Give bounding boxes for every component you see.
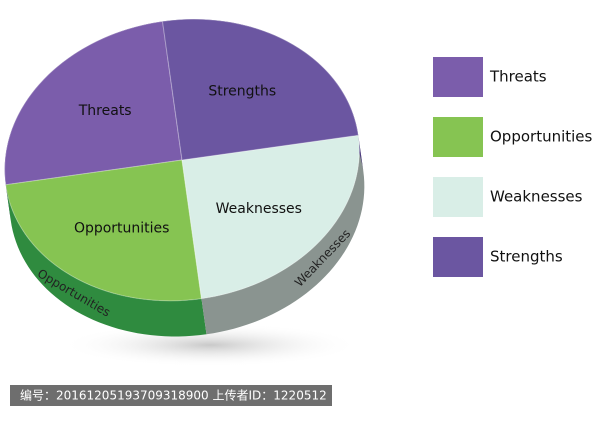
slice-label: Opportunities	[74, 220, 170, 236]
legend-label: Opportunities	[490, 128, 593, 146]
pie-slice	[4, 20, 183, 186]
legend: Threats Opportunities Weaknesses Strengths	[433, 57, 593, 277]
legend-swatch	[433, 57, 483, 97]
slice-label: Strengths	[208, 84, 276, 100]
legend-swatch	[433, 177, 483, 217]
slice-label: Weaknesses	[216, 201, 302, 217]
pie-side	[201, 135, 365, 335]
slice-label: Threats	[78, 103, 132, 119]
pie: OpportunitiesWeaknessesThreatsOpportunit…	[4, 18, 365, 337]
pie-slice	[181, 134, 360, 300]
legend-swatch	[433, 237, 483, 277]
watermark-text: 编号：20161205193709318900 上传者ID：1220512	[20, 388, 327, 403]
pie-slice	[5, 159, 203, 302]
legend-label: Threats	[489, 68, 547, 86]
pie-shadow	[60, 323, 360, 367]
legend-label: Strengths	[490, 248, 563, 266]
pie-slice	[161, 18, 359, 161]
watermark-bar	[10, 385, 332, 406]
legend-label: Weaknesses	[490, 188, 583, 206]
legend-swatch	[433, 117, 483, 157]
pie-side	[5, 184, 207, 337]
